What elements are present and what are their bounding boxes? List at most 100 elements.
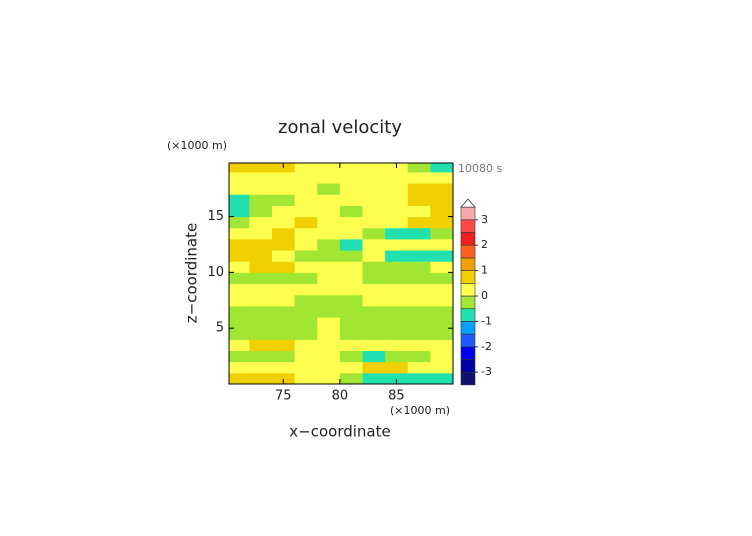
contour-cell (294, 294, 318, 307)
contour-cell (385, 305, 409, 318)
contour-cell (407, 272, 431, 285)
colorbar-tick-label: -1 (481, 314, 492, 327)
contour-cell (407, 317, 431, 329)
contour-cell (430, 194, 453, 206)
contour-cell (294, 205, 318, 218)
contour-cell (271, 328, 296, 340)
contour-cell (229, 283, 250, 296)
contour-cell (385, 183, 409, 195)
contour-cell (229, 361, 250, 374)
contour-cell (229, 183, 250, 195)
contour-cell (249, 283, 273, 296)
y-tick-label: 5 (216, 321, 224, 336)
contour-cell (317, 361, 341, 374)
contour-cell (249, 261, 273, 273)
contour-cell (407, 227, 431, 240)
contour-cell (430, 163, 453, 173)
contour-cell (339, 350, 363, 363)
contour-cell (249, 317, 273, 329)
contour-cell (362, 305, 386, 318)
contour-cell (271, 361, 296, 374)
contour-cell (362, 350, 386, 363)
contour-cell (362, 171, 386, 184)
contour-cell (249, 350, 273, 363)
contour-cell (229, 163, 250, 173)
contour-cell (294, 238, 318, 251)
contour-cell (249, 163, 273, 173)
contour-cell (339, 183, 363, 195)
contour-cell (229, 205, 250, 218)
contour-cell (249, 183, 273, 195)
contour-cell (229, 272, 250, 285)
contour-cell (317, 171, 341, 184)
contour-cell (294, 361, 318, 374)
contour-cell (317, 339, 341, 352)
contour-cell (249, 238, 273, 251)
colorbar-box (460, 321, 476, 335)
x-axis-label: x−coordinate (289, 423, 390, 441)
contour-cell (385, 339, 409, 352)
contour-cell (362, 163, 386, 173)
contour-cell (407, 350, 431, 363)
contour-cell (362, 361, 386, 374)
contour-cell (430, 216, 453, 229)
contour-cell (294, 216, 318, 229)
contour-cell (317, 283, 341, 296)
contour-cell (362, 328, 386, 340)
contour-cell (317, 250, 341, 262)
contour-cell (339, 361, 363, 374)
contour-cell (339, 238, 363, 251)
contour-cell (271, 238, 296, 251)
contour-cell (294, 171, 318, 184)
contour-cell (317, 227, 341, 240)
colorbar-box (460, 270, 476, 284)
contour-cell (229, 238, 250, 251)
contour-cell (430, 238, 453, 251)
contour-cell (271, 171, 296, 184)
contour-cell (229, 305, 250, 318)
contour-cell (229, 194, 250, 206)
contour-cell (229, 250, 250, 262)
contour-cell (229, 216, 250, 229)
contour-cell (430, 350, 453, 363)
colorbar-box (460, 206, 476, 221)
contour-cell (430, 294, 453, 307)
x-tick-label: 75 (275, 389, 292, 404)
chart-title: zonal velocity (278, 117, 402, 138)
contour-cell (271, 372, 296, 384)
contour-cell (294, 194, 318, 206)
x-tick-label: 85 (388, 389, 405, 404)
contour-cell (249, 227, 273, 240)
contour-cell (362, 183, 386, 195)
contour-cell (339, 372, 363, 384)
contour-cell (430, 205, 453, 218)
colorbar-box (460, 282, 476, 297)
contour-cell (317, 205, 341, 218)
contour-cell (407, 339, 431, 352)
contour-cell (229, 294, 250, 307)
contour-cell (229, 171, 250, 184)
colorbar-box (460, 295, 476, 309)
colorbar-box (460, 359, 476, 373)
contour-cell (249, 339, 273, 352)
contour-cell (317, 294, 341, 307)
contour-cell (407, 294, 431, 307)
contour-cell (339, 261, 363, 273)
contour-cell (339, 205, 363, 218)
colorbar-box (460, 219, 476, 233)
contour-cell (271, 216, 296, 229)
contour-cell (362, 372, 386, 384)
contour-cell (385, 261, 409, 273)
contour-cell (362, 216, 386, 229)
contour-cell (294, 261, 318, 273)
colorbar-tick-label: 1 (481, 264, 488, 277)
contour-cell (407, 328, 431, 340)
contour-cell (294, 328, 318, 340)
contour-cell (385, 272, 409, 285)
contour-cell (430, 317, 453, 329)
contour-cell (385, 372, 409, 384)
contour-cell (407, 183, 431, 195)
x-tick-label: 80 (332, 389, 349, 404)
contour-cell (249, 171, 273, 184)
